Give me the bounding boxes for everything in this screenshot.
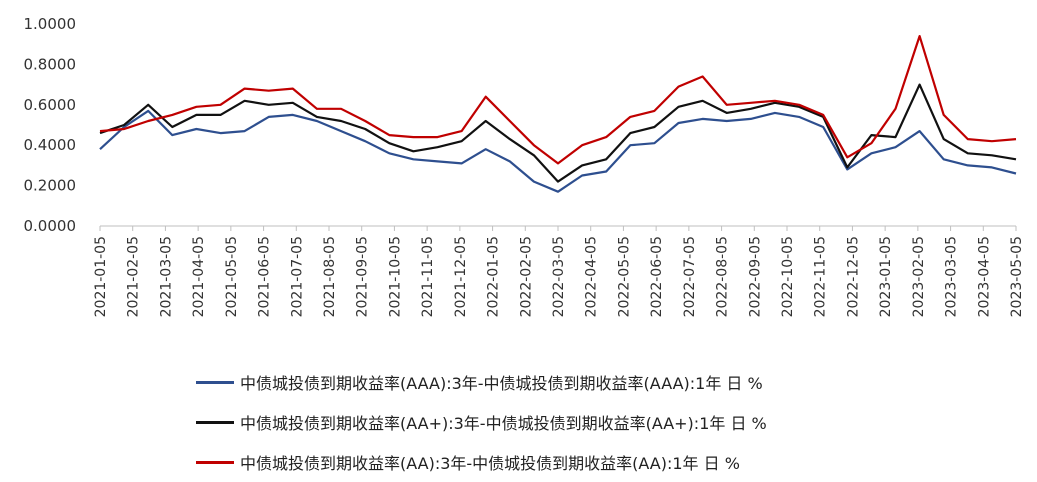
series-line-1 [99, 83, 1017, 183]
x-tick-label: 2023-05-05 [1009, 236, 1025, 317]
series-line-2 [99, 34, 1017, 165]
y-axis-ticks: 1.0000 0.8000 0.6000 0.4000 0.2000 0.0000 [24, 15, 77, 235]
legend: 中债城投债到期收益率(AAA):3年-中债城投债到期收益率(AAA):1年 日 … [196, 362, 767, 482]
line-chart: 1.0000 0.8000 0.6000 0.4000 0.2000 0.0000 202… [24, 15, 1026, 317]
legend-label-aa: 中债城投债到期收益率(AA):3年-中债城投债到期收益率(AA):1年 日 % [240, 454, 740, 473]
x-tick-label: 2021-05-05 [224, 236, 240, 317]
legend-swatch-aaa [196, 380, 234, 384]
x-tick-label: 2021-11-05 [420, 236, 436, 317]
x-tick-label: 2022-01-05 [486, 236, 502, 317]
x-tick-label: 2022-11-05 [813, 236, 829, 317]
x-tick-label: 2021-09-05 [355, 236, 371, 317]
series-line-0 [99, 109, 1017, 193]
x-tick-label: 2022-06-05 [649, 236, 665, 317]
x-tick-label: 2022-05-05 [616, 236, 632, 317]
x-tick-label: 2021-12-05 [453, 236, 469, 317]
x-tick-label: 2022-02-05 [518, 236, 534, 317]
x-tick-label: 2022-12-05 [845, 236, 861, 317]
x-tick-label: 2021-10-05 [387, 236, 403, 317]
series-lines [99, 34, 1017, 193]
legend-item-aa: 中债城投债到期收益率(AA):3年-中债城投债到期收益率(AA):1年 日 % [196, 442, 767, 482]
x-tick-label: 2021-03-05 [158, 236, 174, 317]
x-tick-label: 2021-06-05 [257, 236, 273, 317]
x-tick-label: 2022-10-05 [780, 236, 796, 317]
x-tick-label: 2023-01-05 [878, 236, 894, 317]
x-tick-label: 2022-09-05 [747, 236, 763, 317]
y-tick-label: 0.6000 [24, 96, 77, 114]
legend-item-aaa: 中债城投债到期收益率(AAA):3年-中债城投债到期收益率(AAA):1年 日 … [196, 362, 767, 402]
legend-item-aa-plus: 中债城投债到期收益率(AA+):3年-中债城投债到期收益率(AA+):1年 日 … [196, 402, 767, 442]
legend-swatch-aa [196, 460, 234, 464]
x-tick-label: 2023-04-05 [976, 236, 992, 317]
x-tick-label: 2021-01-05 [93, 236, 109, 317]
y-tick-label: 0.8000 [24, 55, 77, 73]
x-tick-label: 2023-03-05 [944, 236, 960, 317]
x-tick-label: 2021-02-05 [126, 236, 142, 317]
legend-label-aa-plus: 中债城投债到期收益率(AA+):3年-中债城投债到期收益率(AA+):1年 日 … [240, 414, 767, 433]
x-axis-ticks: 2021-01-05 2021-02-05 2021-03-05 2021-04-05… [93, 226, 1025, 317]
legend-label-aaa: 中债城投债到期收益率(AAA):3年-中债城投债到期收益率(AAA):1年 日 … [240, 374, 763, 393]
x-tick-label: 2023-02-05 [911, 236, 927, 317]
x-tick-label: 2022-03-05 [551, 236, 567, 317]
y-tick-label: 0.2000 [24, 177, 77, 195]
y-tick-label: 1.0000 [24, 15, 77, 33]
x-tick-label: 2022-07-05 [682, 236, 698, 317]
x-tick-label: 2021-08-05 [322, 236, 338, 317]
y-tick-label: 0.0000 [24, 217, 77, 235]
legend-swatch-aa-plus [196, 420, 234, 424]
x-tick-label: 2021-07-05 [289, 236, 305, 317]
x-tick-label: 2022-04-05 [584, 236, 600, 317]
x-tick-label: 2021-04-05 [191, 236, 207, 317]
y-tick-label: 0.4000 [24, 136, 77, 154]
x-tick-label: 2022-08-05 [715, 236, 731, 317]
